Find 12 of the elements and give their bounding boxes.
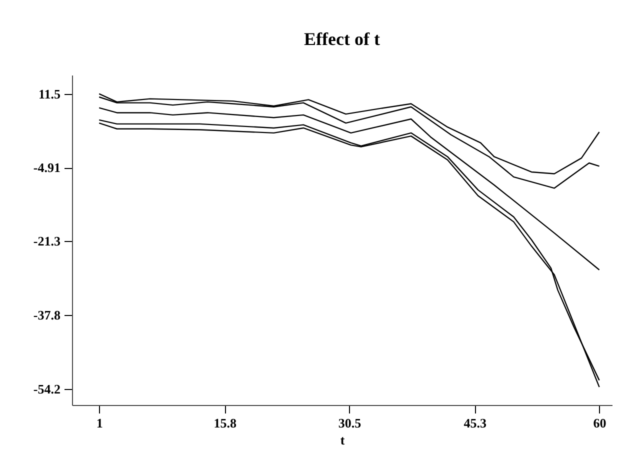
y-tick-label: -4.91 [33, 160, 60, 176]
y-tick-label: 11.5 [38, 86, 61, 102]
x-axis-title: t [340, 432, 346, 448]
y-tick-label: -37.8 [33, 308, 61, 323]
x-tick-label: 60 [593, 416, 606, 430]
y-tick-label: -54.2 [33, 381, 60, 396]
x-tick-label: 15.8 [214, 416, 237, 430]
chart-title: Effect of t [304, 29, 380, 49]
y-tick-label: -21.3 [33, 234, 61, 249]
x-tick-label: 30.5 [338, 416, 362, 430]
x-tick-label: 1 [96, 416, 103, 430]
x-tick-label: 45.3 [464, 416, 488, 430]
